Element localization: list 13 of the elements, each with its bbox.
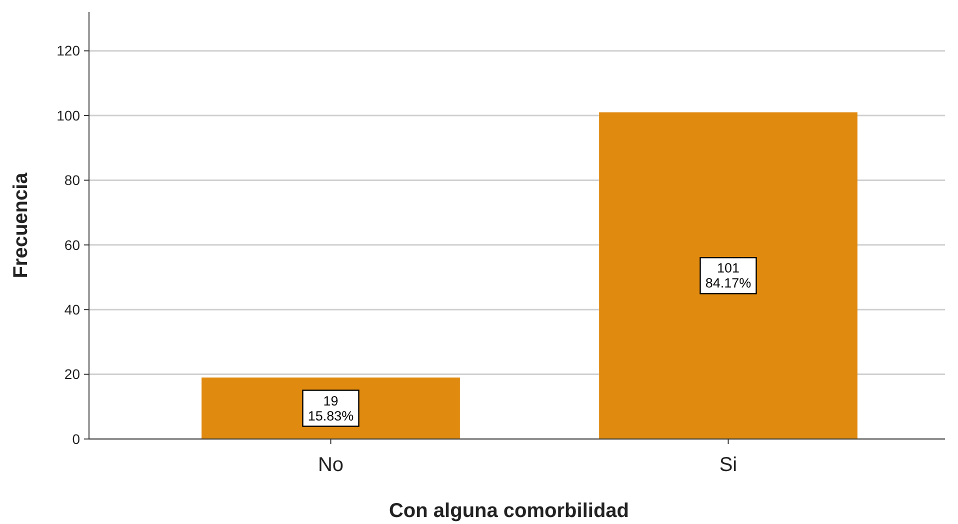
data-label: 19 15.83% xyxy=(308,393,354,424)
y-tick-label: 100 xyxy=(56,107,80,124)
y-tick-label: 80 xyxy=(64,172,80,188)
y-tick-label: 20 xyxy=(64,366,80,382)
y-axis-title: Frecuencia xyxy=(10,172,32,278)
data-label: 101 84.17% xyxy=(705,260,752,291)
x-axis-title: Con alguna comorbilidad xyxy=(388,500,630,522)
y-tick-label: 40 xyxy=(64,302,80,318)
y-tick-label: 120 xyxy=(56,42,80,59)
x-tick-label: No xyxy=(318,454,344,476)
x-tick-label: Si xyxy=(719,454,738,476)
y-tick-label: 0 xyxy=(72,430,80,447)
y-tick-label: 60 xyxy=(64,236,80,253)
